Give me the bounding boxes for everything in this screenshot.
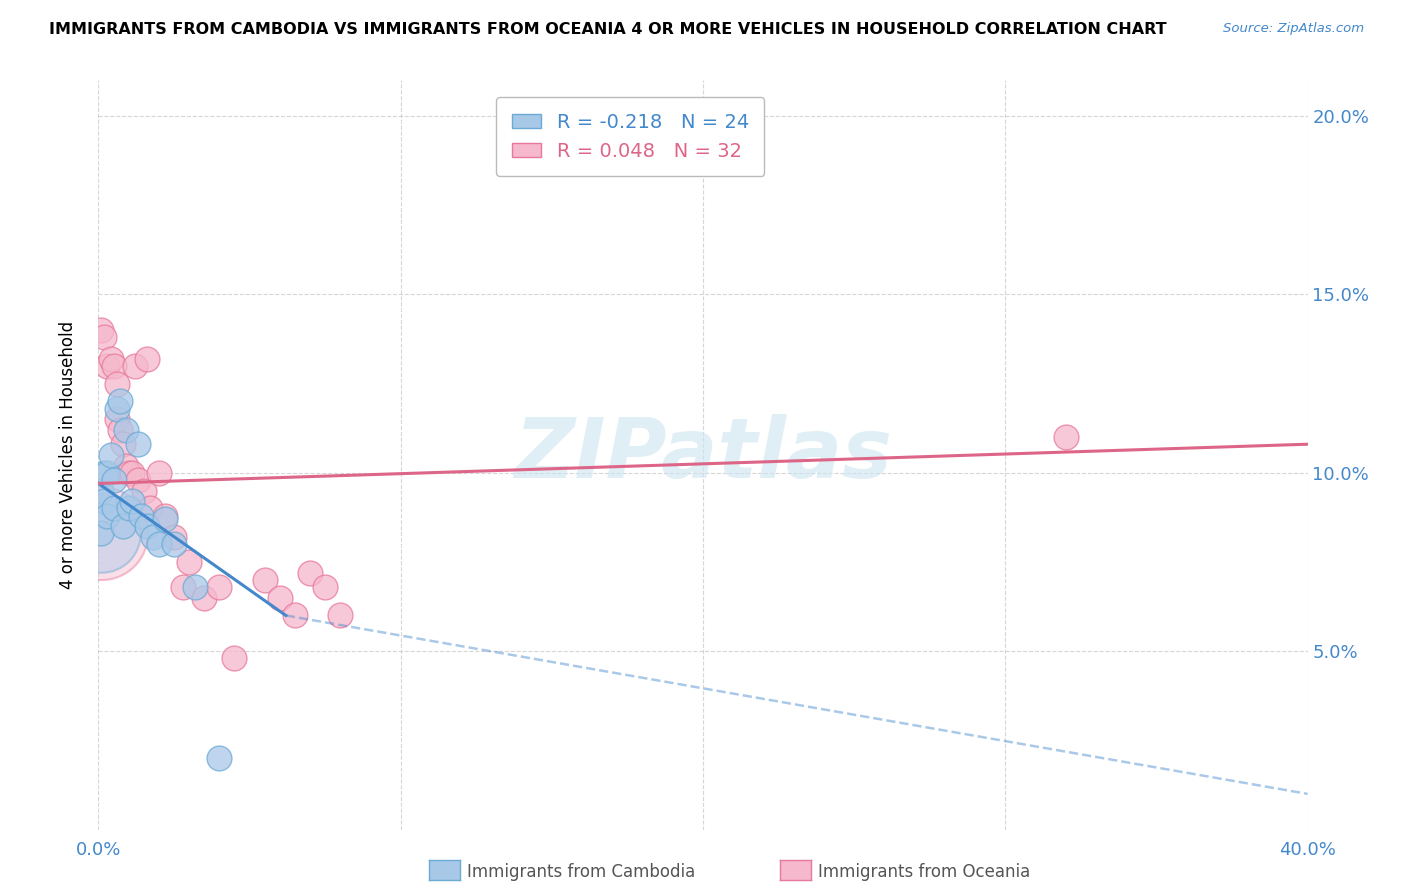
- Point: [118, 466, 141, 480]
- Point: [96, 508, 118, 523]
- Point: [108, 423, 131, 437]
- Point: [224, 651, 246, 665]
- Point: [124, 359, 146, 373]
- Point: [172, 580, 194, 594]
- Point: [184, 580, 207, 594]
- Point: [90, 483, 112, 498]
- Point: [96, 466, 118, 480]
- Point: [103, 473, 125, 487]
- Point: [100, 448, 122, 462]
- Point: [127, 473, 149, 487]
- Point: [163, 537, 186, 551]
- Point: [314, 580, 336, 594]
- Point: [139, 501, 162, 516]
- Text: Immigrants from Oceania: Immigrants from Oceania: [818, 863, 1031, 881]
- Point: [105, 376, 128, 391]
- Point: [329, 608, 352, 623]
- Point: [135, 351, 157, 366]
- Point: [114, 458, 136, 473]
- Point: [111, 437, 134, 451]
- Point: [121, 494, 143, 508]
- Point: [90, 526, 112, 541]
- Point: [163, 530, 186, 544]
- Point: [208, 751, 231, 765]
- Text: IMMIGRANTS FROM CAMBODIA VS IMMIGRANTS FROM OCEANIA 4 OR MORE VEHICLES IN HOUSEH: IMMIGRANTS FROM CAMBODIA VS IMMIGRANTS F…: [49, 22, 1167, 37]
- Point: [93, 494, 115, 508]
- Point: [129, 508, 152, 523]
- Point: [93, 466, 115, 480]
- Point: [1054, 430, 1077, 444]
- Point: [208, 580, 231, 594]
- Point: [148, 537, 170, 551]
- Point: [105, 412, 128, 426]
- Point: [105, 401, 128, 416]
- Point: [253, 573, 276, 587]
- Point: [284, 608, 307, 623]
- Point: [118, 501, 141, 516]
- Legend: R = -0.218   N = 24, R = 0.048   N = 32: R = -0.218 N = 24, R = 0.048 N = 32: [496, 97, 765, 177]
- Point: [90, 526, 112, 541]
- Point: [132, 483, 155, 498]
- Point: [100, 351, 122, 366]
- Point: [153, 512, 176, 526]
- Point: [90, 526, 112, 541]
- Point: [108, 394, 131, 409]
- Text: Source: ZipAtlas.com: Source: ZipAtlas.com: [1223, 22, 1364, 36]
- Point: [93, 330, 115, 344]
- Point: [299, 566, 322, 580]
- Point: [96, 359, 118, 373]
- Point: [179, 555, 201, 569]
- Point: [111, 519, 134, 533]
- Point: [193, 591, 215, 605]
- Point: [90, 323, 112, 337]
- Point: [103, 501, 125, 516]
- Point: [135, 519, 157, 533]
- Point: [103, 359, 125, 373]
- Point: [148, 466, 170, 480]
- Point: [121, 466, 143, 480]
- Point: [114, 423, 136, 437]
- Point: [269, 591, 291, 605]
- Point: [142, 530, 165, 544]
- Point: [127, 437, 149, 451]
- Point: [153, 508, 176, 523]
- Text: ZIPatlas: ZIPatlas: [515, 415, 891, 495]
- Text: Immigrants from Cambodia: Immigrants from Cambodia: [467, 863, 695, 881]
- Y-axis label: 4 or more Vehicles in Household: 4 or more Vehicles in Household: [59, 321, 77, 589]
